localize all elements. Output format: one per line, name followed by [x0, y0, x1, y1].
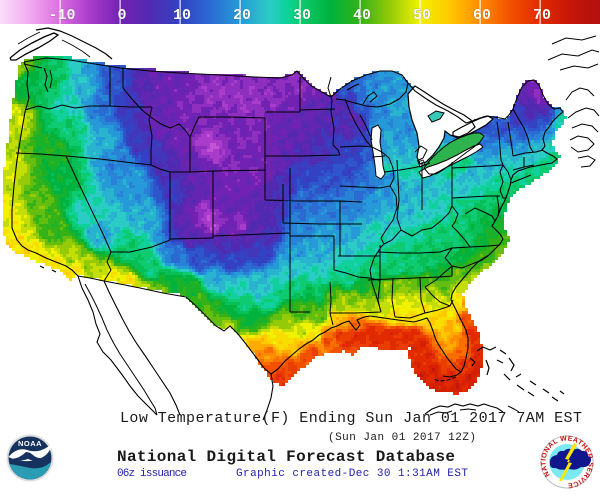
svg-text:-10: -10 — [48, 7, 75, 24]
svg-text:06z issuance: 06z issuance — [117, 468, 187, 480]
svg-text:50: 50 — [413, 7, 431, 24]
svg-text:70: 70 — [533, 7, 551, 24]
svg-text:NOAA: NOAA — [18, 439, 42, 448]
svg-text:Low Temperature(F) Ending Sun: Low Temperature(F) Ending Sun Jan 01 201… — [120, 410, 582, 427]
svg-text:30: 30 — [293, 7, 311, 24]
svg-text:0: 0 — [117, 7, 126, 24]
svg-text:Graphic created-Dec 30 1:31AM: Graphic created-Dec 30 1:31AM EST — [236, 468, 468, 480]
svg-text:(Sun Jan 01 2017 12Z): (Sun Jan 01 2017 12Z) — [328, 432, 476, 444]
svg-text:10: 10 — [173, 7, 191, 24]
svg-text:20: 20 — [233, 7, 251, 24]
svg-text:60: 60 — [473, 7, 491, 24]
svg-text:40: 40 — [353, 7, 371, 24]
svg-text:National Digital Forecast Data: National Digital Forecast Database — [117, 448, 455, 466]
